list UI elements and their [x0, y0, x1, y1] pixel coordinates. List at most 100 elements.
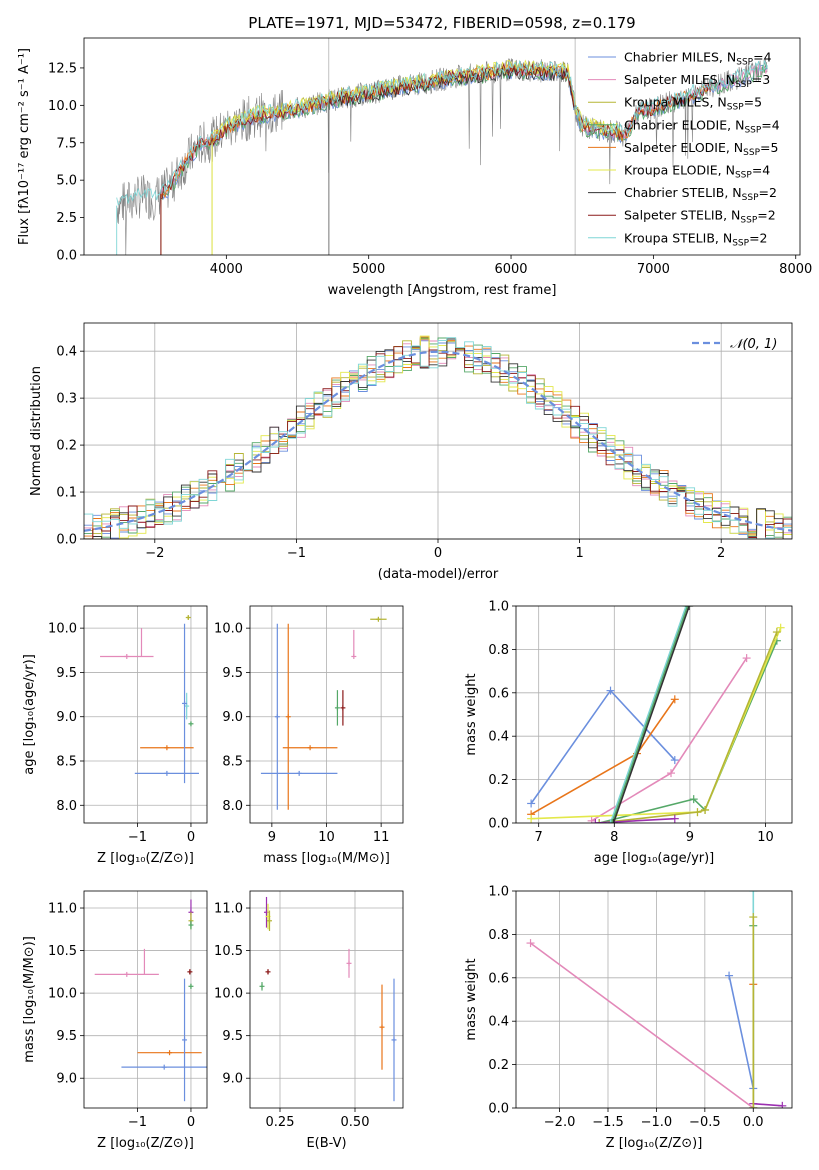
- y-tick-label: 11.0: [214, 902, 243, 917]
- legend-label-sub: SSP: [736, 58, 753, 68]
- legend-label-text: Kroupa MILES, N: [624, 95, 727, 110]
- x-axis-label: Z [log₁₀(Z/Z⊙)]: [97, 1136, 194, 1151]
- x-axis-label: age [log₁₀(age/yr)]: [594, 851, 715, 866]
- axes-frame: [249, 890, 404, 1109]
- y-tick-label: 0.2: [56, 439, 77, 454]
- plot-area: [94, 899, 207, 1102]
- series-line: [595, 817, 675, 823]
- y-tick-label: 0.0: [488, 1102, 509, 1117]
- legend-label-suffix: =4: [753, 50, 771, 65]
- legend-label: Kroupa MILES, NSSP=5: [624, 95, 762, 113]
- legend-label-sub: SSP: [742, 193, 759, 203]
- x-axis-label: Z [log₁₀(Z/Z⊙)]: [97, 851, 194, 866]
- legend-label: Kroupa ELODIE, NSSP=4: [624, 163, 770, 181]
- x-axis-label: E(B-V): [306, 1136, 346, 1151]
- y-tick-label: 9.0: [56, 1072, 77, 1087]
- y-tick-label: 9.0: [56, 710, 77, 725]
- axes-frame: [515, 605, 793, 824]
- y-tick-label: 10.5: [48, 944, 77, 959]
- y-tick-label: 1.0: [488, 885, 509, 900]
- panel-age-weight: 7 8 9 10 0.0 0.2 0.4 0.6 0.8 1.0 age [log₁₀(age/yr…: [464, 600, 793, 866]
- y-tick-label: 9.5: [222, 666, 243, 681]
- series-line: [599, 631, 778, 823]
- legend-label-text: Kroupa STELIB, N: [624, 230, 732, 245]
- x-tick-label: −2.0: [544, 1115, 576, 1130]
- x-tick-label: −1.5: [592, 1115, 624, 1130]
- legend-label-text: Salpeter ELODIE, N: [624, 140, 743, 155]
- panel-spectrum: 4000 5000 6000 7000 8000 0.0 2.5 5.0 7.5 10.0 12.5…: [17, 14, 812, 298]
- x-tick-label: 0.25: [266, 1115, 295, 1130]
- y-tick-label: 5.0: [56, 174, 77, 189]
- y-tick-label: 0.3: [56, 392, 77, 407]
- legend-label: Salpeter ELODIE, NSSP=5: [624, 140, 778, 158]
- x-axis-label: Z [log₁₀(Z/Z⊙)]: [606, 1136, 703, 1151]
- x-tick-label: 9: [686, 830, 694, 845]
- x-tick-label: −1: [287, 546, 306, 561]
- legend-label-suffix: =4: [752, 163, 770, 178]
- x-tick-label: 8000: [779, 262, 812, 277]
- legend-label-suffix: =4: [761, 117, 779, 132]
- x-tick-label: 6000: [494, 262, 527, 277]
- x-tick-label: 10: [757, 830, 774, 845]
- x-tick-label: 0.0: [743, 1115, 764, 1130]
- series-line: [530, 698, 676, 815]
- y-tick-label: 0.2: [488, 773, 509, 788]
- legend-label: Salpeter MILES, NSSP=3: [624, 72, 770, 90]
- y-tick-label: 7.5: [56, 136, 77, 151]
- x-tick-label: −1: [128, 1115, 147, 1130]
- chart-title: PLATE=1971, MJD=53472, FIBERID=0598, z=0…: [248, 14, 635, 32]
- y-tick-label: 10.0: [48, 99, 77, 114]
- y-axis-label: mass [log₁₀(M/M⊙)]: [22, 936, 37, 1063]
- series-line: [728, 975, 755, 1089]
- legend-label: 𝒩(0, 1): [730, 337, 777, 352]
- normal-curve-line: [84, 350, 792, 532]
- x-tick-label: 11: [373, 830, 390, 845]
- histogram-line: [84, 337, 792, 539]
- y-tick-label: 10.0: [214, 987, 243, 1002]
- panel-z-age: −1 0 8.0 8.5 9.0 9.5 10.0 Z [log₁₀(Z/Z⊙)] age [l…: [22, 605, 208, 866]
- legend-label-sub: SSP: [740, 216, 757, 226]
- panel-mass-age: 9 10 11 8.0 8.5 9.0 9.5 10.0 mass [log₁₀(M/M⊙)]: [214, 605, 404, 866]
- series-line: [753, 1102, 783, 1107]
- series-line: [599, 640, 778, 823]
- y-axis-label: mass weight: [464, 673, 479, 755]
- y-tick-label: 8.0: [56, 799, 77, 814]
- y-tick-label: 1.0: [488, 600, 509, 615]
- legend-label-sub: SSP: [735, 80, 752, 90]
- series-line: [609, 606, 687, 823]
- y-tick-label: 0.2: [488, 1058, 509, 1073]
- y-tick-label: 10.5: [214, 944, 243, 959]
- y-axis-label: Normed distribution: [29, 366, 44, 496]
- x-tick-label: −2: [145, 546, 164, 561]
- legend-label-sub: SSP: [735, 171, 752, 181]
- legend-label-suffix: =2: [749, 230, 767, 245]
- series-line: [612, 606, 690, 823]
- axes-frame: [515, 890, 793, 1109]
- y-tick-label: 9.5: [56, 1029, 77, 1044]
- axes-frame: [83, 322, 793, 540]
- y-tick-label: 0.6: [488, 686, 509, 701]
- legend-label: Salpeter STELIB, NSSP=2: [624, 208, 776, 226]
- legend-label: Chabrier STELIB, NSSP=2: [624, 185, 777, 203]
- legend-label-suffix: =2: [759, 185, 777, 200]
- y-tick-label: 9.0: [222, 710, 243, 725]
- x-tick-label: 9: [268, 830, 276, 845]
- y-tick-label: 0.6: [488, 971, 509, 986]
- legend-label-suffix: =5: [744, 95, 762, 110]
- plot-area: [527, 606, 785, 823]
- x-tick-label: 0: [434, 546, 442, 561]
- x-tick-label: 0: [187, 1115, 195, 1130]
- model-spectrum-line: [116, 60, 768, 206]
- x-tick-label: 10: [318, 830, 335, 845]
- axes-frame: [83, 605, 208, 824]
- x-tick-label: −0.5: [689, 1115, 721, 1130]
- y-tick-label: 0.1: [56, 486, 77, 501]
- legend-label: Chabrier ELODIE, NSSP=4: [624, 117, 780, 135]
- legend: Chabrier MILES, NSSP=4 Salpeter MILES, NS…: [588, 50, 780, 248]
- legend-label: Chabrier MILES, NSSP=4: [624, 50, 772, 68]
- x-tick-label: 7: [535, 830, 543, 845]
- legend-label-sub: SSP: [744, 125, 761, 135]
- y-tick-label: 9.5: [222, 1029, 243, 1044]
- x-axis-label: mass [log₁₀(M/M⊙)]: [263, 851, 390, 866]
- x-tick-label: 5000: [352, 262, 385, 277]
